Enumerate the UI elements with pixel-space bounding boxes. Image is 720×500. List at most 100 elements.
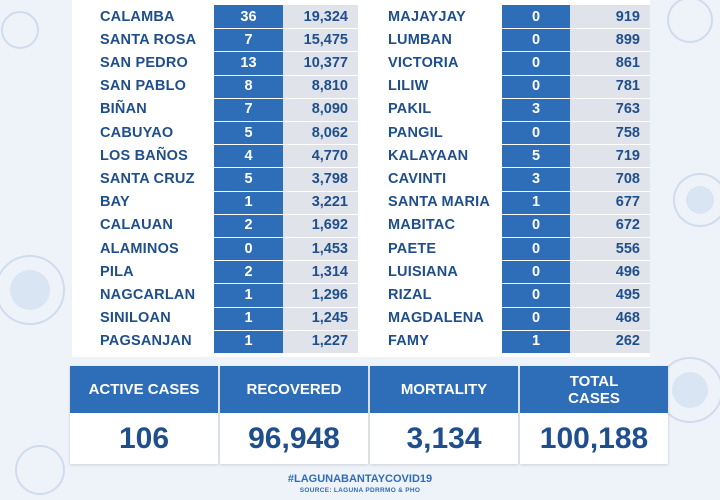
municipality-name: CALAUAN — [100, 217, 174, 234]
total-count: 3,798 — [283, 167, 358, 191]
total-count: 677 — [570, 190, 650, 214]
municipality-name: SAN PABLO — [100, 78, 187, 95]
row-divider — [72, 0, 650, 1]
total-count: 262 — [570, 329, 650, 353]
row-divider — [72, 190, 650, 192]
table-row: ALAMINOS 0 1,453 — [72, 237, 650, 261]
municipality-name: CAVINTI — [388, 170, 447, 187]
active-count: 1 — [214, 329, 283, 353]
municipality-name: BIÑAN — [100, 101, 147, 118]
table-row: FAMY 1 262 — [72, 329, 650, 353]
table-row: SANTA MARIA 1 677 — [72, 190, 650, 214]
municipality-name: NAGCARLAN — [100, 286, 196, 303]
active-count: 3 — [502, 167, 570, 191]
card-value: 100,188 — [520, 413, 668, 464]
active-count: 5 — [214, 121, 283, 145]
total-count: 8,090 — [283, 97, 358, 121]
active-count: 0 — [502, 74, 570, 98]
active-count: 2 — [214, 213, 283, 237]
total-count: 1,245 — [283, 306, 358, 330]
card-label: ACTIVE CASES — [70, 366, 218, 413]
table-row: VICTORIA 0 861 — [72, 51, 650, 75]
municipality-name: PAGSANJAN — [100, 333, 192, 350]
active-count: 36 — [214, 5, 283, 29]
total-count: 19,324 — [283, 5, 358, 29]
active-count: 0 — [502, 237, 570, 261]
card-label: TOTAL CASES — [520, 366, 668, 413]
municipality-name: SANTA MARIA — [388, 194, 491, 211]
row-divider — [72, 74, 650, 76]
table-row: LUISIANA 0 496 — [72, 260, 650, 284]
active-count: 1 — [502, 190, 570, 214]
total-count: 4,770 — [283, 144, 358, 168]
total-count: 672 — [570, 213, 650, 237]
total-count: 1,692 — [283, 213, 358, 237]
active-count: 0 — [502, 260, 570, 284]
total-count: 496 — [570, 260, 650, 284]
table-row: KALAYAAN 5 719 — [72, 144, 650, 168]
row-divider — [72, 121, 650, 122]
municipality-name: MAGDALENA — [388, 310, 485, 327]
card-label: MORTALITY — [370, 366, 518, 413]
row-divider — [72, 260, 650, 262]
total-count: 468 — [570, 306, 650, 330]
municipality-name: SAN PEDRO — [100, 54, 189, 71]
municipality-name: RIZAL — [388, 286, 432, 303]
municipality-name: CABUYAO — [100, 124, 174, 141]
municipality-name: LOS BAÑOS — [100, 147, 188, 164]
municipality-name: PAKIL — [388, 101, 432, 118]
municipality-name: CALAMBA — [100, 8, 175, 25]
total-count: 758 — [570, 121, 650, 145]
total-count: 15,475 — [283, 28, 358, 52]
municipality-name: MABITAC — [388, 217, 456, 234]
card-value: 106 — [70, 413, 218, 464]
active-count: 5 — [502, 144, 570, 168]
recovered-card: RECOVERED 96,948 — [220, 366, 368, 464]
table-row: SAN PEDRO 13 10,377 — [72, 51, 650, 75]
active-count: 8 — [214, 74, 283, 98]
table-row: BIÑAN 7 8,090 — [72, 97, 650, 121]
municipality-name: PILA — [100, 263, 134, 280]
total-count: 919 — [570, 5, 650, 29]
total-count: 708 — [570, 167, 650, 191]
table-row: PAKIL 3 763 — [72, 97, 650, 121]
hashtag: #LAGUNABANTAYCOVID19 — [287, 473, 433, 485]
card-value: 3,134 — [370, 413, 518, 464]
row-divider — [72, 329, 650, 331]
row-divider — [72, 28, 650, 30]
municipality-table: CALAMBA 36 19,324 SANTA ROSA 7 15,475 SAN PEDR… — [72, 0, 650, 357]
active-count: 0 — [502, 283, 570, 307]
municipality-name: SANTA ROSA — [100, 31, 197, 48]
mortality-card: MORTALITY 3,134 — [370, 366, 518, 464]
card-value: 96,948 — [220, 413, 368, 464]
municipality-name: KALAYAAN — [388, 147, 469, 164]
municipality-name: LUMBAN — [388, 31, 453, 48]
row-divider — [72, 283, 650, 285]
municipality-name: BAY — [100, 194, 130, 211]
table-row: CALAUAN 2 1,692 — [72, 213, 650, 237]
active-count: 7 — [214, 97, 283, 121]
municipality-name: MAJAYJAY — [388, 8, 466, 25]
total-count: 781 — [570, 74, 650, 98]
municipality-name: LUISIANA — [388, 263, 459, 280]
active-count: 0 — [502, 121, 570, 145]
active-count: 0 — [502, 306, 570, 330]
table-row: SINILOAN 1 1,245 — [72, 306, 650, 330]
active-cases-card: ACTIVE CASES 106 — [70, 366, 218, 464]
municipality-name: VICTORIA — [388, 54, 459, 71]
table-row: PANGIL 0 758 — [72, 121, 650, 145]
table-row: LOS BAÑOS 4 4,770 — [72, 144, 650, 168]
municipality-name: PANGIL — [388, 124, 443, 141]
active-count: 1 — [502, 329, 570, 353]
total-count: 1,296 — [283, 283, 358, 307]
total-count: 861 — [570, 51, 650, 75]
active-count: 0 — [502, 213, 570, 237]
table-row: SANTA CRUZ 5 3,798 — [72, 167, 650, 191]
table-row: MABITAC 0 672 — [72, 213, 650, 237]
row-divider — [72, 167, 650, 169]
active-count: 1 — [214, 306, 283, 330]
active-count: 3 — [502, 97, 570, 121]
table-row: LILIW 0 781 — [72, 74, 650, 98]
table-row: PAETE 0 556 — [72, 237, 650, 261]
table-row: MAGDALENA 0 468 — [72, 306, 650, 330]
